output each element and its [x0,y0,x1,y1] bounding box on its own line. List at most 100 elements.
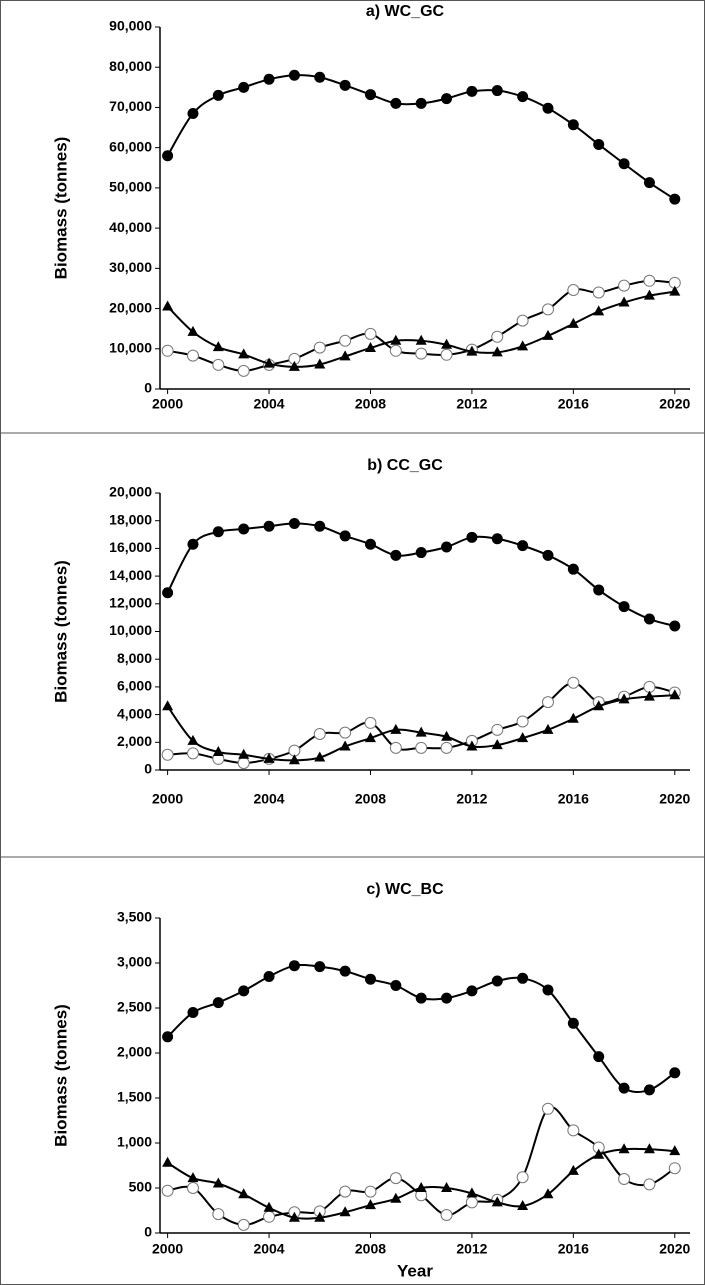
series-line [166,964,676,1094]
marker [517,972,529,984]
marker [162,1156,174,1167]
marker [364,716,377,729]
marker [263,971,275,982]
marker [567,284,580,297]
marker [541,696,554,709]
marker [263,73,275,85]
marker [491,85,503,97]
marker [441,541,453,553]
marker [491,533,503,545]
y-tick-label: 40,000 [109,219,152,235]
marker [186,349,199,362]
marker [491,330,504,343]
y-tick-label: 16,000 [109,539,152,555]
marker [491,739,503,750]
y-tick-label: 20,000 [109,299,152,315]
y-tick-label: 10,000 [109,339,152,355]
x-tick-label: 2004 [253,396,284,412]
y-axis-label: Biomass (tonnes) [51,137,70,280]
marker [567,1124,580,1137]
x-tick-label: 2000 [152,1241,183,1257]
marker [643,177,655,189]
marker [643,690,655,701]
y-tick-label: 90,000 [109,18,152,34]
y-tick-label: 0 [144,380,152,396]
marker [339,1185,352,1198]
series-line [167,1106,676,1226]
marker [618,693,630,704]
marker [389,344,402,357]
marker [186,1182,199,1194]
marker [187,734,199,745]
marker [364,1185,377,1198]
marker [669,620,681,632]
marker [212,358,225,371]
marker [466,85,478,97]
marker [263,357,275,368]
marker [390,1192,402,1203]
series-line [166,522,676,627]
marker [263,520,275,532]
marker [618,1082,630,1094]
marker [288,360,300,371]
marker [390,97,402,109]
marker [618,296,630,307]
y-tick-label: 30,000 [109,259,152,275]
marker [314,1211,326,1222]
marker [593,700,605,711]
marker [339,1206,351,1217]
y-tick-label: 0 [144,761,152,777]
marker [441,1182,453,1192]
marker [440,741,453,754]
x-tick-label: 2016 [558,396,589,412]
marker [238,985,250,997]
marker [186,747,199,760]
marker [288,517,300,529]
marker [314,751,326,762]
marker [618,279,631,292]
marker [212,89,224,101]
marker [415,347,428,360]
x-tick-label: 2004 [253,1241,284,1257]
y-tick-label: 2,500 [117,999,152,1015]
y-tick-label: 18,000 [109,511,152,527]
y-tick-label: 500 [129,1179,153,1195]
marker [237,1218,250,1231]
marker [440,348,453,361]
y-tick-label: 2,000 [117,1044,152,1060]
y-tick-label: 10,000 [109,622,152,638]
marker [238,1188,250,1199]
marker [263,752,275,763]
marker [415,741,428,754]
marker [314,358,326,369]
y-tick-label: 8,000 [117,650,152,666]
marker [238,81,250,93]
marker [567,563,579,575]
marker [364,89,376,101]
marker [567,676,580,689]
y-tick-label: 50,000 [109,179,152,195]
marker [567,1164,579,1175]
y-tick-label: 20,000 [109,484,152,500]
marker [491,975,503,987]
marker [161,748,174,761]
marker [517,1200,529,1210]
marker [162,300,174,311]
marker [415,1182,427,1192]
marker [643,1143,655,1154]
x-tick-label: 2020 [659,1241,690,1257]
marker [643,1178,656,1191]
marker [466,740,478,751]
marker [441,338,453,349]
x-tick-label: 2016 [558,1241,589,1257]
y-tick-label: 0 [144,1224,152,1240]
marker [567,712,579,723]
y-tick-label: 2,000 [117,733,152,749]
chart-title: a) WC_GC [366,3,445,20]
chart-title: c) WC_BC [366,881,444,898]
marker [364,1199,376,1210]
marker [390,334,402,345]
marker [415,726,427,737]
